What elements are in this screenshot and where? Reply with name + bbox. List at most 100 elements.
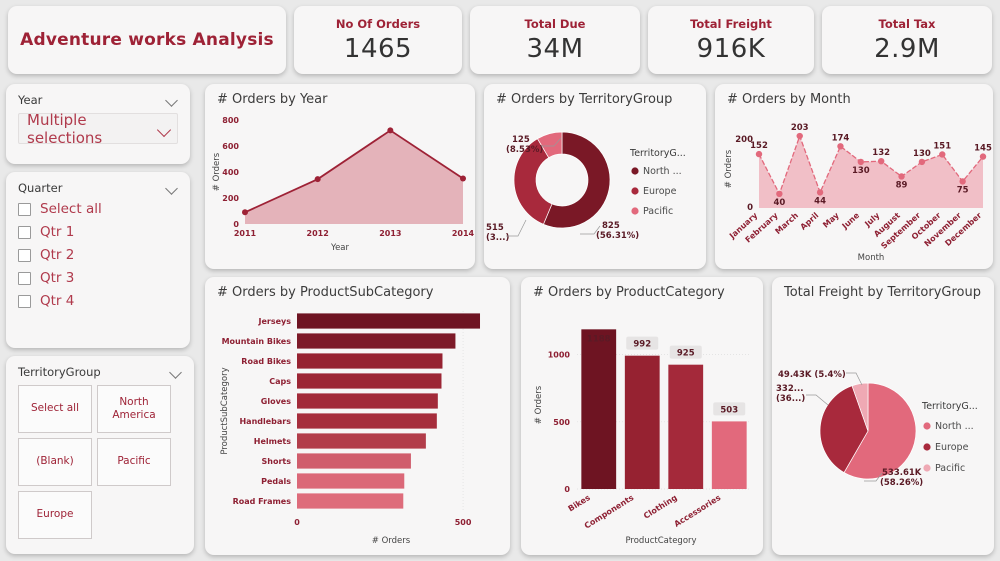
- orders-by-month-plot: 200015240203441741301328913015175145Janu…: [724, 123, 992, 263]
- data-label: 174: [832, 133, 850, 143]
- x-tick-label: May: [821, 210, 841, 229]
- checkbox-icon[interactable]: [18, 294, 31, 308]
- chevron-down-icon[interactable]: [170, 366, 182, 378]
- bar: [297, 373, 442, 389]
- x-axis-title: # Orders: [372, 536, 411, 546]
- chevron-down-icon[interactable]: [166, 182, 178, 194]
- pie-slice: [851, 382, 869, 432]
- legend-swatch: [631, 187, 639, 195]
- y-axis-title: # Orders: [724, 149, 734, 188]
- bar: [297, 433, 426, 449]
- checkbox-icon[interactable]: [18, 248, 31, 262]
- quarter-option-select-all[interactable]: Select all: [18, 201, 178, 217]
- category-label: Accessories: [673, 493, 723, 529]
- slice-label-europe: 332...: [776, 384, 803, 394]
- x-tick-label: 2012: [307, 229, 329, 238]
- y-axis-title: ProductSubCategory: [220, 367, 230, 454]
- legend-label: Europe: [935, 442, 969, 453]
- data-point: [796, 132, 803, 140]
- quarter-option-label: Qtr 2: [40, 247, 75, 263]
- kpi-value: 34M: [526, 33, 584, 64]
- y-tick-label: 0: [233, 220, 239, 229]
- legend-title: TerritoryG...: [629, 148, 686, 159]
- data-label: 40: [773, 198, 785, 208]
- chart-orders-by-year[interactable]: # Orders by Year 0 200 400 600 800 2011 2012 20…: [205, 84, 475, 269]
- category-label: Shorts: [262, 457, 292, 466]
- year-dropdown[interactable]: Multiple selections: [18, 110, 178, 147]
- chart-orders-by-territorygroup[interactable]: # Orders by TerritoryGroup 125 (8.53%) 515…: [484, 84, 706, 269]
- orders-by-productcategory-plot: 0 500 1000 1188 Bikes 992 Components 925 Clothin…: [534, 329, 751, 546]
- legend-label: Pacific: [935, 463, 965, 474]
- y-tick-label: 200: [735, 135, 753, 145]
- data-label: 503: [720, 405, 738, 415]
- kpi-label: Total Freight: [690, 16, 772, 31]
- quarter-option-qtr-1[interactable]: Qtr 1: [18, 224, 178, 240]
- territorygroup-tile-pacific[interactable]: Pacific: [97, 438, 171, 486]
- slicer-quarter[interactable]: Quarter Select all Qtr 1 Qtr 2 Qtr 3 Qtr…: [6, 172, 190, 348]
- territorygroup-tile-select-all[interactable]: Select all: [18, 385, 92, 433]
- x-tick-label: 500: [455, 518, 472, 527]
- total-freight-by-territorygroup-plot: 49.43K (5.4%) 332...(36...) 533.61K(58.26%…: [776, 370, 978, 488]
- year-dropdown-value: Multiple selections: [27, 110, 103, 147]
- leader-line: [541, 137, 562, 147]
- bar: [297, 473, 405, 489]
- kpi-card-no-of-orders[interactable]: No Of Orders 1465: [294, 6, 462, 74]
- chart-title: # Orders by Year: [217, 92, 328, 107]
- quarter-option-qtr-2[interactable]: Qtr 2: [18, 247, 178, 263]
- quarter-option-qtr-3[interactable]: Qtr 3: [18, 270, 178, 286]
- donut-slice: [513, 138, 553, 225]
- kpi-card-total-due[interactable]: Total Due 34M: [470, 6, 640, 74]
- checkbox-icon[interactable]: [18, 225, 31, 239]
- territorygroup-tile-north-america[interactable]: North America: [97, 385, 171, 433]
- legend-title: TerritoryG...: [921, 401, 978, 412]
- chart-orders-by-productsubcategory[interactable]: # Orders by ProductSubCategory Jerseys Mo…: [205, 277, 510, 555]
- bar: [624, 355, 660, 489]
- category-label: Components: [583, 493, 636, 531]
- kpi-value: 1465: [343, 33, 413, 64]
- data-label: 925: [677, 349, 695, 359]
- orders-by-territorygroup-plot: 125(8.53%) 515(3...) 825(56.31%) TerritoryG…: [486, 131, 686, 243]
- quarter-option-label: Qtr 3: [40, 270, 75, 286]
- bar: [581, 329, 617, 489]
- y-axis-title: # Orders: [212, 152, 222, 191]
- territorygroup-tile-europe[interactable]: Europe: [18, 491, 92, 539]
- data-label-bg: [669, 345, 702, 359]
- data-point: [898, 173, 905, 180]
- checkbox-icon[interactable]: [18, 202, 31, 216]
- y-tick-label: 0: [564, 485, 570, 494]
- kpi-value: 916K: [696, 33, 766, 64]
- slicer-year[interactable]: Year Multiple selections: [6, 84, 190, 164]
- slicer-territorygroup[interactable]: TerritoryGroup Select all North America …: [6, 356, 194, 554]
- data-point: [776, 190, 783, 198]
- chart-orders-by-month[interactable]: # Orders by Month 200 0 152 40 203 44 174 130 13…: [715, 84, 993, 269]
- data-point: [939, 151, 946, 158]
- chart-orders-by-productcategory[interactable]: # Orders by ProductCategory 0 500 1000 1188…: [521, 277, 763, 555]
- kpi-card-total-freight[interactable]: Total Freight 916K: [648, 6, 814, 74]
- leader-line: [864, 472, 883, 482]
- chart-title: # Orders by Month: [727, 92, 851, 107]
- chevron-down-icon[interactable]: [158, 123, 169, 135]
- y-axis-title: # Orders: [534, 385, 544, 424]
- bar: [297, 493, 404, 509]
- quarter-option-qtr-4[interactable]: Qtr 4: [18, 293, 178, 309]
- slice-label-north-america: 533.61K: [882, 468, 922, 478]
- territorygroup-tile-blank[interactable]: (Blank): [18, 438, 92, 486]
- data-point: [816, 189, 824, 196]
- slice-label-europe: 515: [486, 223, 504, 233]
- bar: [297, 353, 443, 369]
- y-tick-label: 600: [222, 142, 239, 151]
- leader-line: [506, 219, 527, 237]
- bar: [297, 333, 456, 349]
- kpi-card-total-tax[interactable]: Total Tax 2.9M: [822, 6, 992, 74]
- slice-pct-pacific: (8.53%): [506, 145, 543, 155]
- chart-total-freight-by-territorygroup[interactable]: Total Freight by TerritoryGroup 49.43K (…: [772, 277, 994, 555]
- chevron-down-icon[interactable]: [166, 94, 178, 106]
- area-fill: [245, 130, 463, 224]
- data-label-bg: [626, 336, 659, 350]
- x-tick-label: April: [799, 211, 821, 232]
- checkbox-icon[interactable]: [18, 271, 31, 285]
- quarter-option-label: Qtr 4: [40, 293, 75, 309]
- x-tick-label: 2014: [452, 229, 475, 238]
- data-label-bg: [713, 402, 746, 416]
